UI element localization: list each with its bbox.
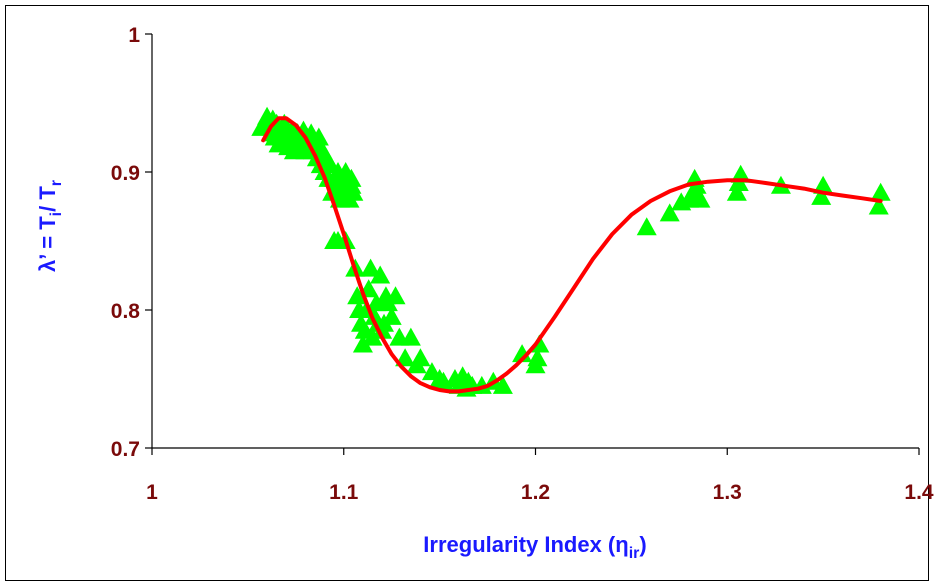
data-point-marker (726, 182, 747, 201)
y-tick-label: 1 (128, 24, 140, 47)
y-tick-label: 0.7 (111, 438, 140, 461)
data-point-marker (347, 286, 368, 305)
data-point-marker (385, 286, 406, 305)
x-tick-label: 1 (146, 481, 158, 504)
data-point-marker (362, 327, 383, 346)
data-point-marker (381, 306, 402, 325)
data-point-marker (527, 348, 548, 367)
data-point-marker (690, 189, 711, 208)
ticks: 0.7 0.8 0.9 1 1 1.1 1.2 1.3 1.4 (111, 24, 934, 504)
data-point-marker (341, 168, 362, 187)
x-tick-label: 1.4 (904, 481, 934, 504)
data-point-marker (308, 127, 329, 146)
data-point-marker (730, 164, 751, 183)
data-point-marker (870, 182, 891, 201)
x-tick-label: 1.1 (329, 481, 359, 504)
data-point-marker (813, 175, 834, 194)
data-point-marker (492, 375, 513, 394)
data-point-marker (360, 258, 381, 277)
data-point-marker (868, 196, 889, 215)
data-point-marker (659, 203, 680, 222)
chart-frame (5, 5, 929, 581)
chart-marks (251, 106, 891, 397)
data-point-marker (370, 265, 391, 284)
data-point-marker (400, 327, 421, 346)
data-point-marker (343, 182, 364, 201)
data-point-marker (811, 186, 832, 205)
data-point-marker (352, 334, 373, 353)
data-point-marker (410, 348, 431, 367)
y-axis-title: λ’ = Ti/ Tr (35, 180, 65, 272)
data-point-marker (512, 344, 533, 363)
x-tick-label: 1.3 (713, 481, 742, 504)
y-tick-label: 0.9 (111, 162, 140, 185)
y-tick-label: 0.8 (111, 300, 141, 323)
x-tick-label: 1.2 (521, 481, 550, 504)
data-point-marker (636, 217, 657, 236)
fit-curve-line (261, 116, 883, 394)
x-axis-title: Irregularity Index (ηir) (423, 532, 646, 562)
axes (151, 34, 919, 449)
